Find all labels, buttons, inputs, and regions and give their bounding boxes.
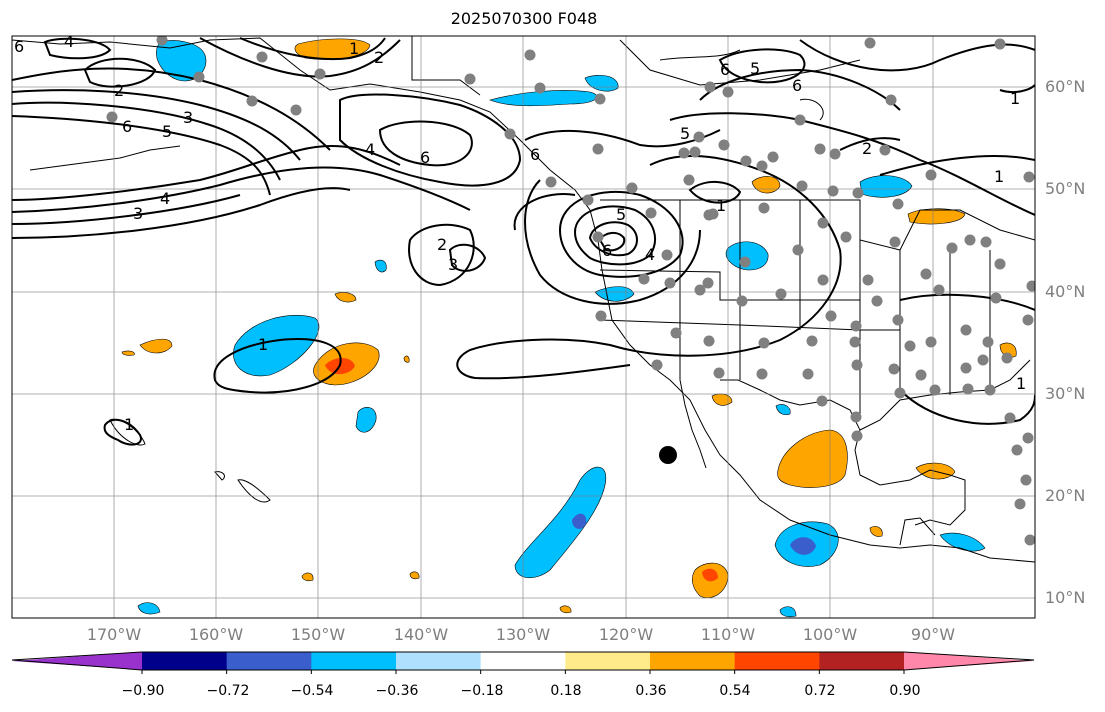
anomaly-fills <box>121 38 1017 618</box>
contour-label: 1 <box>349 39 359 58</box>
colorbar-tick-label: −0.90 <box>121 683 165 699</box>
lat-label: 20°N <box>1045 486 1086 505</box>
lon-label: 130°W <box>495 625 551 644</box>
colorbar-tick-label: −0.54 <box>290 683 334 699</box>
storm-marker <box>659 446 677 464</box>
lon-label: 90°W <box>910 625 956 644</box>
colorbar-tick-label: −0.36 <box>375 683 419 699</box>
contour-label: 6 <box>122 117 132 136</box>
colorbar-tick-label: 0.54 <box>719 683 751 699</box>
contour-label: 1 <box>1016 374 1026 393</box>
contour-label: 6 <box>530 145 540 164</box>
colorbar-tick-label: 0.36 <box>635 683 667 699</box>
lat-label: 10°N <box>1045 588 1086 607</box>
contour-label: 6 <box>14 37 24 56</box>
contour-label: 1 <box>124 415 134 434</box>
contour-label: 4 <box>160 189 170 208</box>
contour-label: 6 <box>792 76 802 95</box>
contour-label: 2 <box>437 235 447 254</box>
contour-label: 2 <box>374 48 384 67</box>
colorbar-tick-label: 0.18 <box>550 683 582 699</box>
lat-label: 60°N <box>1045 77 1086 96</box>
colorbar-tick-label: 0.72 <box>804 683 836 699</box>
contour-label: 4 <box>64 32 74 51</box>
lat-lon-grid <box>12 36 1035 618</box>
contour-label: 1 <box>1010 89 1020 108</box>
contour-label: 6 <box>602 241 612 260</box>
contour-label: 1 <box>994 167 1004 186</box>
lon-label: 140°W <box>393 625 449 644</box>
contour-label: 3 <box>183 108 193 127</box>
contour-label: 2 <box>862 139 872 158</box>
lon-label: 150°W <box>290 625 346 644</box>
contour-label: 3 <box>133 204 143 223</box>
contour-label: 1 <box>716 196 726 215</box>
contour-label: 2 <box>114 81 124 100</box>
lon-label: 110°W <box>700 625 756 644</box>
contour-label: 4 <box>365 140 375 159</box>
contour-lines <box>12 37 1035 446</box>
contour-label: 6 <box>420 148 430 167</box>
contour-label: 6 <box>720 60 730 79</box>
lon-label: 170°W <box>86 625 142 644</box>
lon-label: 160°W <box>188 625 244 644</box>
map-title: 2025070300 F048 <box>450 9 598 28</box>
lat-label: 30°N <box>1045 384 1086 403</box>
contour-label: 5 <box>750 59 760 78</box>
lat-label: 40°N <box>1045 282 1086 301</box>
contour-label: 4 <box>645 245 655 264</box>
colorbar-tick-label: −0.18 <box>460 683 504 699</box>
contour-label: 1 <box>258 335 268 354</box>
colorbar-tick-label: 0.90 <box>889 683 921 699</box>
contour-label: 5 <box>162 122 172 141</box>
lat-label: 50°N <box>1045 179 1086 198</box>
lon-label: 100°W <box>802 625 858 644</box>
contour-label: 3 <box>448 255 458 274</box>
station-dots <box>106 36 1035 546</box>
contour-label: 5 <box>680 124 690 143</box>
colorbar-tick-label: −0.72 <box>206 683 250 699</box>
lon-label: 120°W <box>598 625 654 644</box>
contour-label: 5 <box>616 205 626 224</box>
contour-labels: 6 4 2 1 3 2 5 6 4 6 3 4 2 3 1 5 6 5 6 4 … <box>14 32 1026 434</box>
